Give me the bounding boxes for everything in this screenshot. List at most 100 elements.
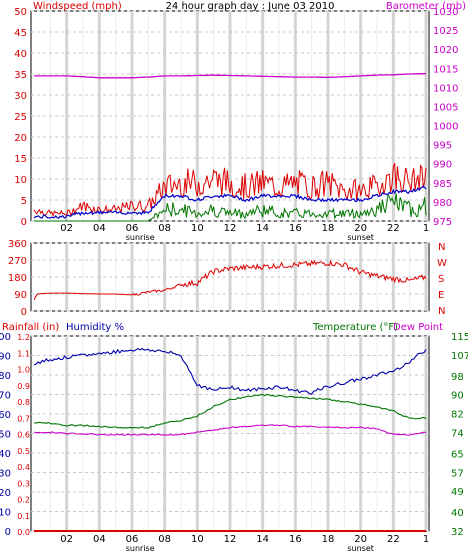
x-tick-label: 06 (126, 223, 139, 234)
barometer-tick-label: 1010 (433, 83, 458, 94)
wind-tick-label: 45 (14, 28, 27, 39)
barometer-tick-label: 1005 (433, 102, 458, 113)
x-tick-label: 04 (93, 534, 106, 545)
rainfall-tick-label: 1.1 (17, 349, 30, 358)
direction-tick-label: 90 (14, 290, 27, 301)
direction-tick-label: 360 (8, 239, 27, 250)
x-tick-label: 08 (158, 223, 171, 234)
barometer-tick-label: 1025 (433, 26, 458, 37)
x-tick-label: 10 (191, 223, 204, 234)
direction-line (33, 259, 427, 300)
wind-tick-label: 50 (14, 7, 27, 18)
wind-tick-label: 40 (14, 49, 27, 60)
wind-avg-line (33, 185, 427, 220)
x-tick-label: 22 (387, 223, 400, 234)
temperature-tick-label: 82 (451, 410, 464, 421)
sunrise-marker: sunrise (126, 233, 155, 242)
sunrise-marker: sunrise (126, 544, 155, 553)
wind-min-line (34, 193, 427, 222)
temperature-tick-label: 90 (451, 391, 464, 402)
rainfall-tick-label: 0.4 (17, 463, 30, 472)
sunset-marker: sunset (347, 233, 374, 242)
x-tick-label: 22 (387, 534, 400, 545)
x-tick-label: 20 (354, 223, 367, 234)
page-title: 24 hour graph day : June 03 2010 (166, 1, 335, 12)
rainfall-tick-label: 0.7 (17, 414, 30, 423)
x-tick-label: 08 (158, 534, 171, 545)
x-tick-label: 02 (60, 534, 73, 545)
humidity-tick-label: 20 (0, 488, 11, 499)
compass-n-bottom: N (438, 306, 445, 317)
temperature-tick-label: 40 (451, 508, 464, 519)
wind-tick-label: 35 (14, 70, 27, 81)
rainfall-tick-label: 1.2 (17, 333, 30, 342)
humidity-tick-label: 70 (0, 391, 11, 402)
x-tick-label: 16 (289, 534, 302, 545)
x-tick-label: 18 (322, 534, 335, 545)
barometer-tick-label: 985 (433, 179, 452, 190)
humidity-line (33, 347, 427, 395)
wind-tick-label: 25 (14, 112, 27, 123)
rainfall-tick-label: 0.2 (17, 496, 30, 505)
barometer-tick-label: 980 (433, 198, 452, 209)
rainfall-tick-label: 0.5 (17, 447, 30, 456)
direction-compass-labels: N W S E N (437, 242, 447, 317)
sunset-marker: sunset (347, 544, 374, 553)
temperature-tick-label: 57 (451, 468, 464, 479)
humidity-tick-label: 80 (0, 371, 11, 382)
humidity-tick-label: 60 (0, 410, 11, 421)
barometer-tick-label: 995 (433, 141, 452, 152)
x-tick-label: 20 (354, 534, 367, 545)
humidity-tick-label: 50 (0, 430, 11, 441)
barometer-line (34, 72, 427, 79)
x-tick-label: 16 (289, 223, 302, 234)
compass-w: W (437, 258, 447, 269)
direction-tick-label: 270 (8, 256, 27, 267)
rainfall-tick-label: 0.3 (17, 479, 30, 488)
x-tick-label: 14 (256, 223, 269, 234)
x-tick-label: 12 (224, 534, 237, 545)
x-tick-label: 02 (60, 223, 73, 234)
humidity-label: Humidity % (66, 322, 124, 333)
temperature-tick-label: 98 (451, 372, 464, 383)
x-tick-label: 06 (126, 534, 139, 545)
rainfall-tick-label: 0.8 (17, 398, 30, 407)
humidity-tick-label: 90 (0, 352, 11, 363)
humidity-tick-label: 40 (0, 449, 11, 460)
temperature-tick-label: 107 (451, 351, 468, 362)
wind-tick-label: 5 (21, 196, 27, 207)
compass-n-top: N (438, 242, 445, 253)
rainfall-tick-label: 0.1 (17, 512, 30, 521)
rainfall-tick-label: 0.6 (17, 431, 30, 440)
rainfall-tick-label: 0.0 (17, 528, 30, 537)
temperature-tick-label: 32 (451, 527, 464, 538)
wind-max-line (33, 162, 427, 218)
x-tick-label: 1 (423, 223, 429, 234)
x-tick-label: 04 (93, 223, 106, 234)
barometer-tick-label: 990 (433, 160, 452, 171)
temperature-tick-label: 74 (451, 428, 464, 439)
wind-tick-label: 20 (14, 133, 27, 144)
temperature-line (33, 393, 427, 429)
x-tick-label: 14 (256, 534, 269, 545)
rainfall-tick-label: 0.9 (17, 382, 30, 391)
wind-tick-label: 0 (21, 217, 27, 228)
barometer-tick-label: 1000 (433, 122, 458, 133)
barometer-tick-label: 1015 (433, 64, 458, 75)
temperature-tick-label: 65 (451, 449, 464, 460)
wind-tick-label: 30 (14, 91, 27, 102)
humidity-tick-label: 0 (5, 527, 11, 538)
humidity-tick-label: 30 (0, 469, 11, 480)
rainfall-tick-label: 1.0 (17, 366, 30, 375)
humidity-tick-label: 100 (0, 332, 11, 343)
temperature-tick-label: 49 (451, 487, 464, 498)
x-tick-label: 18 (322, 223, 335, 234)
humidity-tick-label: 10 (0, 508, 11, 519)
compass-e: E (438, 290, 444, 301)
x-tick-label: 12 (224, 223, 237, 234)
barometer-tick-label: 975 (433, 217, 452, 228)
direction-tick-label: 180 (8, 273, 27, 284)
direction-tick-label: 0 (21, 307, 27, 318)
rainfall-label: Rainfall (in) (2, 322, 59, 333)
